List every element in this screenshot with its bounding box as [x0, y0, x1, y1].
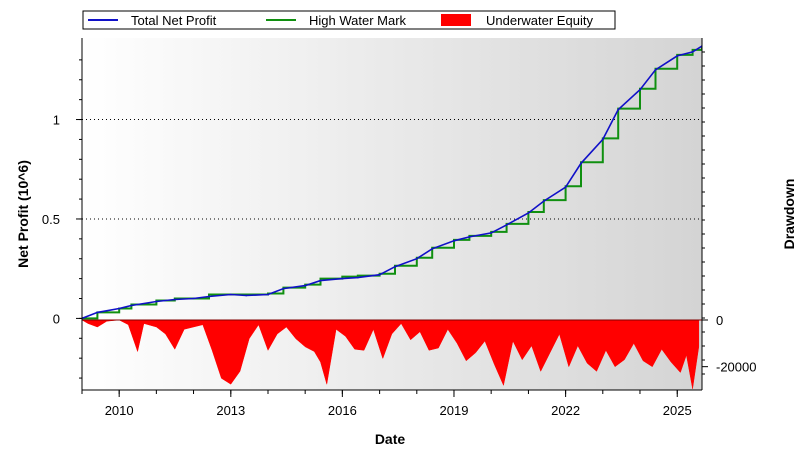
- total-net-profit-point: [319, 279, 322, 282]
- legend-swatch-underwater-equity: [441, 14, 471, 26]
- total-net-profit-point: [639, 88, 641, 91]
- series-layer: [82, 45, 702, 389]
- total-net-profit-point: [691, 51, 694, 53]
- total-net-profit-point: [378, 273, 381, 276]
- total-net-profit-point: [431, 247, 434, 250]
- total-net-profit-point: [267, 293, 269, 296]
- total-net-profit-point: [229, 293, 232, 296]
- total-net-profit-point: [304, 284, 307, 287]
- total-net-profit-point: [130, 304, 133, 307]
- x-tick-label: 2016: [328, 403, 357, 418]
- y-tick-label: 0.5: [42, 212, 60, 227]
- y2-tick-label: 0: [716, 313, 723, 328]
- total-net-profit-point: [173, 298, 176, 301]
- total-net-profit-point: [580, 162, 582, 165]
- legend: Total Net Profit High Water Mark Underwa…: [82, 10, 616, 30]
- total-net-profit-point: [245, 294, 248, 297]
- x-tick-label: 2013: [216, 403, 245, 418]
- total-net-profit-point: [601, 138, 604, 141]
- total-net-profit-point: [415, 257, 418, 260]
- x-tick-label: 2022: [551, 403, 580, 418]
- total-net-profit-point: [468, 236, 471, 238]
- total-net-profit-point: [542, 200, 545, 203]
- x-tick-label: 2025: [663, 403, 692, 418]
- y-tick-label: 1: [53, 113, 60, 128]
- total-net-profit-point: [192, 297, 195, 300]
- total-net-profit-point: [505, 224, 508, 226]
- gridlines: [82, 119, 702, 220]
- y-axis-title: Net Profit (10^6): [15, 160, 31, 268]
- total-net-profit-point: [654, 68, 657, 71]
- axis-ticks: 0 0.5 1 0 -20000 2010 2013 2016 2019 2022 2025: [42, 51, 756, 418]
- total-net-profit-point: [96, 311, 99, 314]
- total-net-profit-point: [676, 55, 679, 57]
- total-net-profit-point: [341, 277, 344, 280]
- total-net-profit-point: [118, 307, 121, 310]
- y2-axis-title: Drawdown: [781, 179, 797, 250]
- total-net-profit-point: [490, 232, 493, 234]
- total-net-profit-point: [394, 265, 396, 268]
- legend-label-high-water-mark: High Water Mark: [309, 13, 407, 28]
- x-tick-label: 2010: [105, 403, 134, 418]
- total-net-profit-point: [564, 186, 567, 189]
- x-axis-title: Date: [375, 431, 406, 447]
- legend-label-total-net-profit: Total Net Profit: [131, 13, 217, 28]
- total-net-profit-point: [356, 276, 359, 279]
- total-net-profit-point: [155, 300, 158, 303]
- total-net-profit-point: [282, 287, 285, 290]
- total-net-profit-point: [453, 239, 455, 242]
- legend-box: [82, 10, 616, 30]
- underwater-equity-area: [82, 319, 700, 389]
- x-tick-label: 2019: [440, 403, 469, 418]
- legend-label-underwater-equity: Underwater Equity: [486, 13, 593, 28]
- total-net-profit-point: [208, 295, 210, 298]
- total-net-profit-point: [527, 212, 530, 214]
- y-tick-label: 0: [53, 311, 60, 326]
- y2-tick-label: -20000: [716, 360, 756, 375]
- total-net-profit-point: [617, 108, 620, 111]
